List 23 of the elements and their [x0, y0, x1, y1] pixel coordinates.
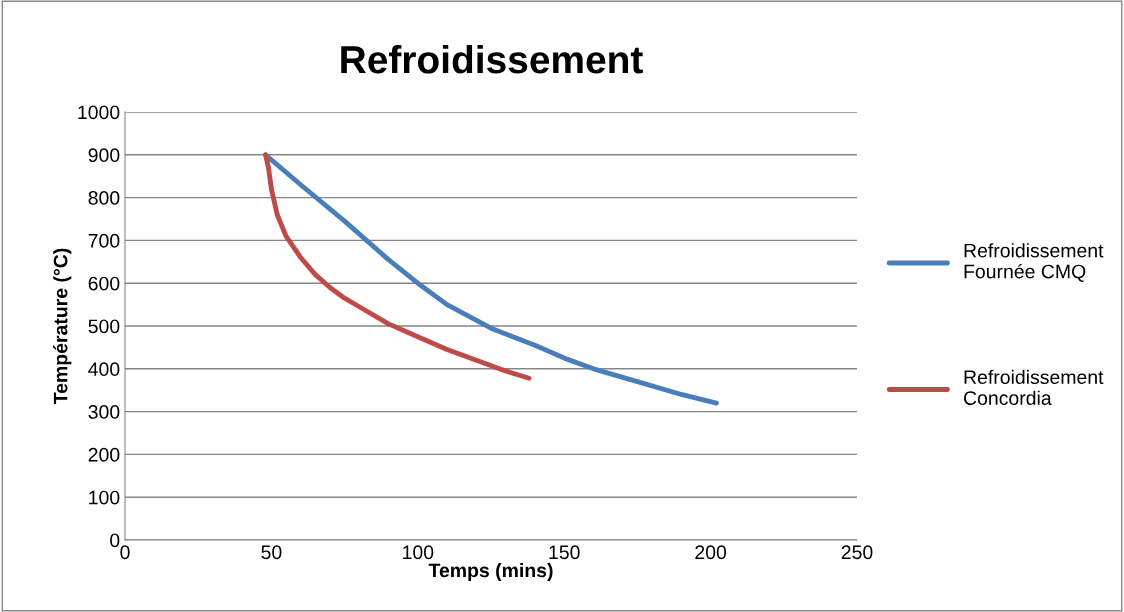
y-tick-label: 500	[88, 319, 120, 334]
x-tick-label: 250	[841, 545, 873, 560]
legend-label: Refroidissement Concordia	[964, 369, 1104, 405]
y-tick-label: 700	[88, 233, 120, 248]
x-tick-label: 150	[549, 545, 580, 560]
chart-title: Refroidissement	[341, 44, 643, 74]
y-tick-label: 900	[88, 148, 120, 163]
x-tick-label: 0	[120, 545, 130, 560]
x-tick-label: 100	[403, 545, 434, 560]
line-series	[263, 152, 532, 381]
x-tick-label: 50	[261, 545, 282, 560]
y-tick-label: 0	[110, 533, 120, 548]
x-tick-label: 200	[695, 545, 727, 560]
legend-label: Refroidissement Fournée CMQ	[964, 243, 1104, 282]
x-axis-title: Temps (mins)	[428, 562, 553, 582]
y-tick-label: 800	[88, 191, 120, 205]
y-tick-label: 200	[88, 447, 120, 462]
y-tick-label: 100	[89, 490, 120, 505]
y-axis-title: Température (°C)	[53, 248, 72, 405]
y-tick-label: 300	[88, 405, 120, 419]
y-tick-label: 400	[88, 362, 120, 377]
y-tick-label: 600	[88, 276, 120, 291]
y-tick-label: 1000	[78, 105, 120, 120]
